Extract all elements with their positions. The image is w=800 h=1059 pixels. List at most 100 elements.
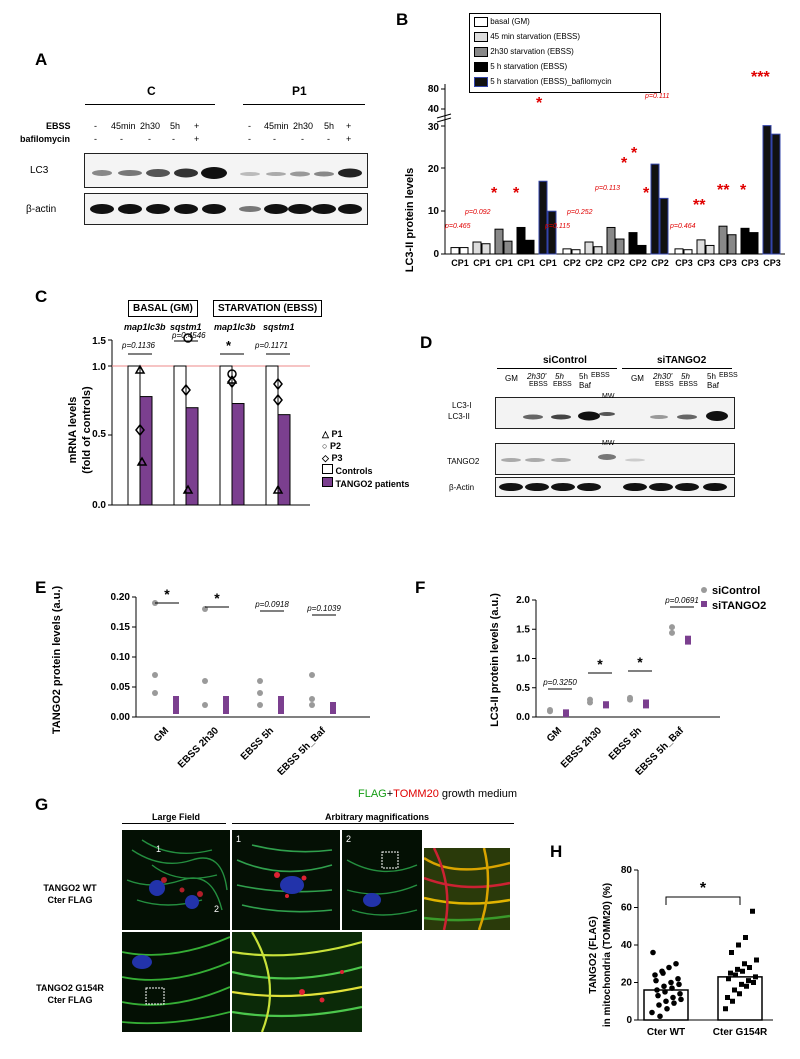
data-point — [725, 995, 730, 1000]
lane-label: - — [301, 134, 304, 144]
chart-f: LC3-II protein levels (a.u.) 0.0 0.5 1.0 1.… — [489, 585, 766, 775]
data-point — [726, 976, 731, 982]
lane-label: GM — [505, 374, 518, 383]
lane-label: GM — [631, 374, 644, 383]
p-value-label: p=0.113 — [594, 185, 620, 192]
data-point — [330, 708, 336, 714]
lane-sublabel: Baf — [707, 381, 720, 390]
x-tick-label: CP1 — [473, 258, 491, 268]
y-tick-label: 0.0 — [92, 500, 106, 510]
panel-letter-d: D — [420, 333, 433, 352]
triangle-marker — [182, 484, 194, 494]
legend-item: 5 h starvation (EBSS)_bafilomycin — [474, 77, 612, 87]
data-point — [723, 1006, 728, 1012]
legend-item: △ P1 — [322, 429, 343, 439]
y-tick-label: 0.15 — [111, 622, 131, 633]
blot-label-actin: β-actin — [26, 204, 57, 215]
significance-label: p=0.3250 — [542, 678, 577, 687]
data-point — [603, 702, 609, 709]
y-tick-label: 0.0 — [516, 712, 530, 723]
legend-item: TANGO2 patients — [322, 477, 409, 490]
circle-marker — [183, 333, 193, 343]
bar — [650, 163, 660, 255]
triangle-marker — [134, 364, 146, 374]
bar — [771, 133, 781, 255]
x-tick-label: CP2 — [585, 258, 603, 268]
micrograph-wt-large: 1 2 — [122, 830, 230, 930]
data-point — [173, 702, 179, 708]
data-point — [654, 987, 660, 993]
data-point — [309, 672, 315, 678]
data-point — [750, 908, 755, 914]
panel-letter-f: F — [415, 578, 426, 597]
y-tick-label: 2.0 — [516, 595, 530, 606]
data-point — [751, 980, 756, 985]
data-point — [666, 964, 672, 971]
marks-f: p=0.3250 * * p=0.0691 — [542, 596, 699, 718]
data-point — [669, 624, 675, 631]
data-point — [653, 977, 659, 984]
y-tick-label: 20 — [621, 978, 633, 989]
y-axis-label-f: LC3-II protein levels (a.u.) — [489, 593, 501, 727]
data-point — [669, 629, 675, 636]
significance-star: * — [513, 185, 520, 202]
x-tick-label: Cter G154R — [713, 1027, 768, 1038]
data-point — [223, 696, 229, 702]
chart-b: LC3-II protein levels 80 40 30 20 10 0 p… — [404, 70, 785, 272]
lane-label: 2h30' — [527, 372, 547, 381]
data-point — [729, 950, 734, 955]
y-tick-label: 60 — [621, 903, 633, 914]
micrograph-wt-mag1: 1 — [232, 830, 340, 930]
panel-letter-g: G — [35, 795, 49, 814]
row-label-bafilomycin: bafilomycin — [20, 134, 71, 144]
data-point — [257, 690, 263, 696]
data-point — [678, 996, 684, 1003]
lane-label: + — [194, 134, 200, 144]
panel-letter-h: H — [550, 842, 563, 861]
x-tick-label: EBSS 2h30 — [559, 725, 604, 770]
cell-number: 1 — [236, 834, 241, 844]
gene-label: sqstm1 — [263, 322, 295, 332]
bar — [450, 247, 460, 255]
legend-item: ◇ P3 — [322, 453, 343, 463]
lane-sublabel: EBSS — [655, 381, 674, 388]
chart-e: TANGO2 protein levels (a.u.) 0.00 0.05 0.1… — [51, 586, 370, 775]
bar — [516, 226, 526, 255]
lane-label: - — [94, 134, 97, 144]
data-point — [673, 960, 679, 967]
data-point — [739, 981, 744, 987]
significance-star: *** — [751, 70, 770, 86]
p-value-label: p=0.092 — [464, 209, 491, 216]
bars-b — [450, 125, 781, 255]
group-line-c — [85, 104, 215, 105]
western-blot-actin-a — [84, 193, 368, 225]
legend-label: siTANGO2 — [712, 600, 766, 612]
legend-marker — [701, 587, 707, 593]
bar-patient — [231, 403, 245, 506]
y-tick-label: 0.05 — [111, 682, 131, 693]
western-blot-lc3-d — [495, 397, 735, 429]
data-point — [309, 696, 315, 702]
y-tick-label: 20 — [428, 164, 440, 175]
western-blot-actin-d — [495, 477, 735, 497]
data-point — [753, 974, 758, 980]
legend-item: Controls — [322, 464, 409, 477]
bar — [740, 227, 750, 255]
p-value-label: p=0.464 — [669, 223, 696, 230]
data-point — [730, 998, 735, 1004]
x-tick-label: CP3 — [697, 258, 715, 268]
significance-label: * — [214, 590, 220, 606]
data-point — [547, 707, 553, 714]
western-blot-tango2-d — [495, 443, 735, 475]
chart-h: TANGO2 (FLAG) in mitochondria (TOMM20) (… — [588, 865, 773, 1038]
group-label-sicontrol: siControl — [543, 355, 587, 366]
x-tick-label: CP2 — [563, 258, 581, 268]
x-tick-label: EBSS 5h — [607, 725, 644, 762]
p-value-label: p=0.4546 — [171, 331, 206, 340]
blot-label-lc3i: LC3-I — [452, 401, 472, 410]
legend-item: basal (GM) — [474, 17, 530, 27]
panel-letter-e: E — [35, 578, 47, 597]
lane-label: 2h30 — [293, 121, 314, 131]
western-blot-lc3-a — [84, 153, 368, 188]
significance-label: p=0.0918 — [254, 600, 289, 609]
